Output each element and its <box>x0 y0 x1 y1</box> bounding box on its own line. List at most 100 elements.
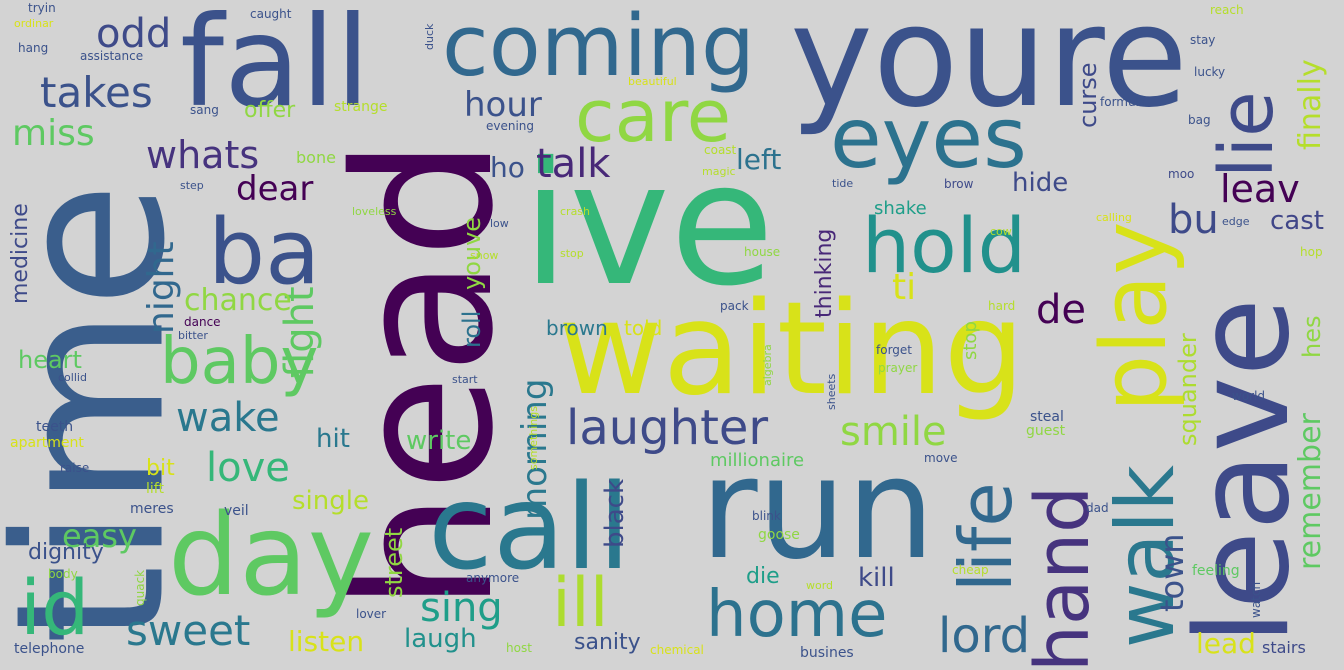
word-whats: whats <box>146 133 260 177</box>
word-kill: kill <box>858 563 895 593</box>
word-hide: hide <box>1012 168 1069 198</box>
word-day: day <box>168 491 375 621</box>
word-ti: ti <box>892 267 917 308</box>
word-collide: collid <box>58 371 87 384</box>
word-moo: moo <box>1168 167 1195 181</box>
word-anymore: anymore <box>466 571 520 585</box>
word-laughter: laughter <box>566 400 769 456</box>
word-bu: bu <box>1168 197 1219 243</box>
word-edge: edge <box>1222 215 1250 228</box>
word-lead: lead <box>1196 627 1256 660</box>
word-algebra: algebra <box>761 344 774 386</box>
word-reach: reach <box>1210 3 1244 17</box>
word-write: write <box>406 426 472 456</box>
word-goose: goose <box>758 527 800 543</box>
word-thinking: thinking <box>812 228 837 318</box>
word-magic: magic <box>702 165 736 178</box>
word-beautiful: beautiful <box>628 75 677 88</box>
word-play: play <box>1082 221 1187 412</box>
word-laugh: laugh <box>404 624 477 654</box>
word-waiting: waiting <box>558 275 1025 424</box>
word-wake: wake <box>176 395 280 441</box>
word-tryin: tryin <box>28 1 56 15</box>
word-listen: listen <box>288 625 365 658</box>
word-chance: chance <box>184 283 292 318</box>
word-single: single <box>292 486 369 516</box>
word-ba: ba <box>208 200 321 305</box>
word-word: word <box>806 579 834 592</box>
word-meres: meres <box>130 501 174 517</box>
word-youre: youre <box>790 0 1188 139</box>
word-shake: shake <box>874 198 927 219</box>
word-host: host <box>506 641 532 655</box>
word-smile: smile <box>840 409 947 455</box>
word-sanity: sanity <box>574 630 641 655</box>
word-call: call <box>428 458 631 596</box>
word-steal: steal <box>1030 409 1064 425</box>
word-stairs: stairs <box>1262 638 1306 657</box>
word-night: night <box>141 241 182 334</box>
word-snow: snow <box>470 249 499 262</box>
word-dance: dance <box>184 315 221 329</box>
word-strange: strange <box>334 99 388 115</box>
word-cheap: cheap <box>952 563 989 577</box>
word-lord: lord <box>938 608 1031 664</box>
word-coming: coming <box>442 0 755 96</box>
word-lucky: lucky <box>1194 65 1226 79</box>
word-stop-small: stop <box>560 247 584 260</box>
word-baby: baby <box>160 325 319 399</box>
word-sing: sing <box>420 585 503 631</box>
word-town: town <box>1153 533 1191 612</box>
word-caught: caught <box>250 7 292 21</box>
word-bitter: bitter <box>178 329 208 342</box>
word-hit: hit <box>316 424 350 454</box>
word-evening: evening <box>486 119 535 133</box>
word-hop: hop <box>1300 245 1323 259</box>
word-curse: curse <box>1074 62 1102 128</box>
word-run: run <box>700 428 936 591</box>
word-dignity: dignity <box>28 540 104 565</box>
word-told: told <box>624 316 663 340</box>
word-telephone: telephone <box>14 641 85 657</box>
word-hold: hold <box>862 201 1027 290</box>
word-step: step <box>180 179 204 192</box>
word-forget: forget <box>876 343 912 357</box>
word-ho: ho <box>490 151 525 184</box>
word-sweet: sweet <box>126 606 251 655</box>
word-business: busines <box>800 645 854 661</box>
word-medicine: medicine <box>8 203 33 304</box>
word-ordinary: ordinar <box>14 17 54 30</box>
word-love: love <box>206 445 290 491</box>
word-bit: bit <box>146 456 175 481</box>
word-loveless: loveless <box>352 205 397 218</box>
word-body: body <box>48 567 78 581</box>
word-veil: veil <box>224 503 249 519</box>
word-tide: tide <box>832 177 854 190</box>
word-lie: lie <box>1204 91 1290 178</box>
word-coast: coast <box>704 143 737 157</box>
word-teeth: teeth <box>36 419 74 435</box>
word-quack: quack <box>133 569 147 606</box>
word-finally: finally <box>1293 59 1328 150</box>
word-fall: fall <box>180 0 371 135</box>
word-remember: remember <box>1293 413 1328 570</box>
word-millionaire: millionaire <box>710 450 805 471</box>
word-lift: lift <box>146 481 164 497</box>
word-brow: brow <box>944 177 974 191</box>
word-eyes: eyes <box>830 89 1027 187</box>
word-leav: leav <box>1220 167 1300 211</box>
word-hes: hes <box>1298 315 1326 358</box>
word-blink: blink <box>752 509 781 523</box>
word-dad: dad <box>1086 501 1109 515</box>
word-sang: sang <box>190 103 219 117</box>
word-crash: crash <box>560 205 591 218</box>
word-care: care <box>575 74 732 158</box>
word-easy: easy <box>62 517 137 555</box>
word-house: house <box>744 245 781 259</box>
word-sheets: sheets <box>825 373 838 410</box>
word-pack: pack <box>720 299 749 313</box>
word-de: de <box>1036 287 1086 333</box>
word-dear: dear <box>236 169 314 209</box>
word-street: street <box>380 527 408 598</box>
